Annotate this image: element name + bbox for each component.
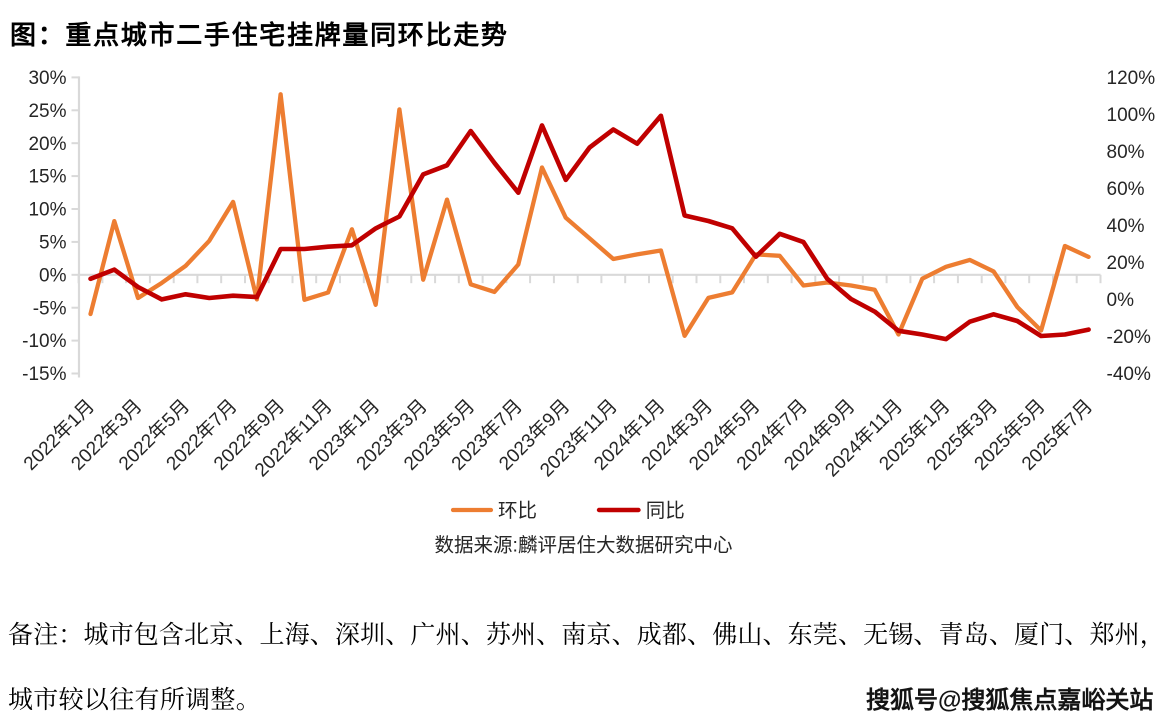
svg-text:25%: 25% xyxy=(28,101,66,122)
svg-text:0%: 0% xyxy=(39,265,67,286)
svg-text:-10%: -10% xyxy=(22,331,66,352)
svg-text:10%: 10% xyxy=(28,200,66,221)
svg-text:0%: 0% xyxy=(1107,290,1135,311)
svg-text:30%: 30% xyxy=(28,68,66,89)
svg-text:-15%: -15% xyxy=(22,364,66,385)
svg-text:80%: 80% xyxy=(1107,142,1145,163)
svg-text:20%: 20% xyxy=(1107,253,1145,274)
svg-text:-5%: -5% xyxy=(33,298,67,319)
svg-text:120%: 120% xyxy=(1107,68,1156,89)
svg-text:100%: 100% xyxy=(1107,105,1156,126)
svg-text:40%: 40% xyxy=(1107,216,1145,237)
svg-text:同比: 同比 xyxy=(646,500,685,522)
svg-text:5%: 5% xyxy=(39,233,67,254)
svg-text:15%: 15% xyxy=(28,167,66,188)
svg-text:60%: 60% xyxy=(1107,179,1145,200)
svg-text:-40%: -40% xyxy=(1107,364,1151,385)
svg-text:环比: 环比 xyxy=(498,500,537,522)
svg-text:数据来源:麟评居住大数据研究中心: 数据来源:麟评居住大数据研究中心 xyxy=(435,535,733,557)
svg-text:20%: 20% xyxy=(28,134,66,155)
svg-text:-20%: -20% xyxy=(1107,327,1151,348)
